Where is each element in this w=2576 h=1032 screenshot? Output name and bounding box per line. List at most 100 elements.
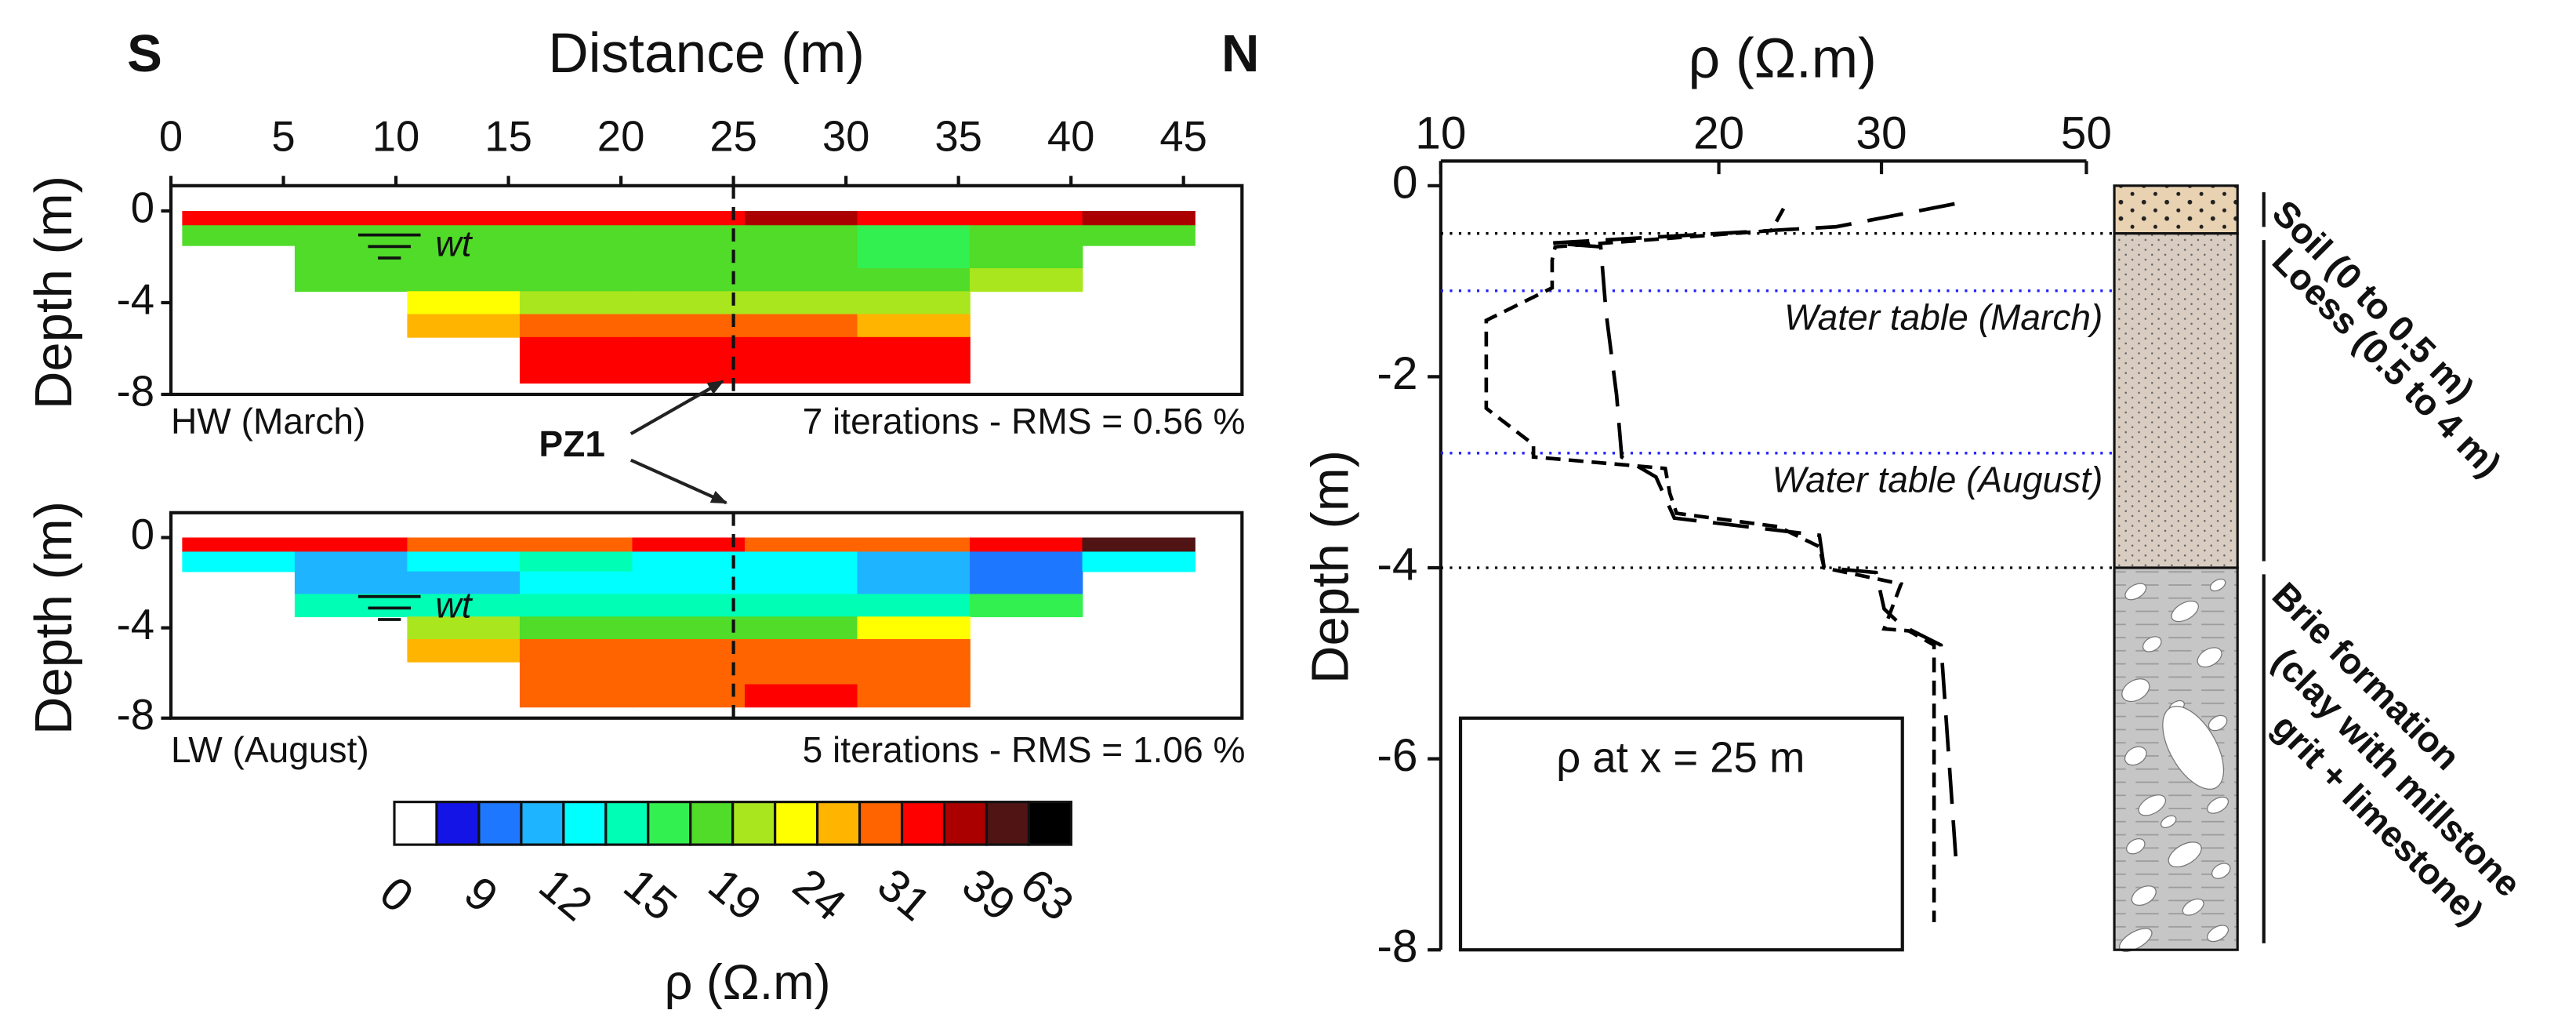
colorbar-label: 15 bbox=[614, 859, 686, 931]
y-tick-label: -4 bbox=[1377, 540, 1417, 590]
cell bbox=[970, 210, 1083, 227]
wt-symbol bbox=[357, 233, 421, 621]
pebble bbox=[2124, 746, 2147, 766]
cell bbox=[519, 336, 633, 361]
cell bbox=[970, 594, 1083, 618]
cell bbox=[519, 571, 633, 595]
y-axis-title: Depth (m) bbox=[24, 501, 83, 735]
cell bbox=[519, 314, 633, 338]
cell bbox=[519, 225, 633, 246]
x-tick-label: 35 bbox=[934, 113, 982, 161]
panel-label: LW (August) bbox=[171, 729, 369, 770]
pebble bbox=[2197, 647, 2222, 668]
y-tick-label: -2 bbox=[1377, 348, 1417, 399]
pebble bbox=[2162, 705, 2225, 790]
cell bbox=[407, 551, 521, 572]
cell bbox=[407, 639, 521, 663]
layer-border bbox=[2113, 566, 2239, 951]
layer-texture bbox=[2114, 185, 2238, 234]
colorbar-swatch bbox=[942, 801, 989, 846]
y-tick-label: -8 bbox=[117, 367, 154, 415]
cell bbox=[407, 537, 521, 553]
wt-label: wt bbox=[435, 223, 473, 264]
pebble bbox=[2126, 838, 2146, 855]
colorbar-swatch bbox=[520, 801, 565, 846]
pebble bbox=[2124, 583, 2147, 601]
x-tick-label: 40 bbox=[1047, 113, 1095, 161]
pz1-arrow bbox=[629, 380, 724, 436]
colorbar-swatch bbox=[774, 801, 819, 846]
cell bbox=[1082, 537, 1195, 553]
pz1-label: PZ1 bbox=[539, 423, 605, 464]
cell bbox=[857, 245, 971, 269]
cell bbox=[632, 537, 746, 553]
colorbar-label: 9 bbox=[455, 867, 507, 923]
colorbar-label: 63 bbox=[1011, 859, 1083, 931]
cell bbox=[857, 684, 971, 708]
pebble bbox=[2209, 578, 2226, 592]
panel-label: HW (March) bbox=[171, 401, 365, 442]
cell bbox=[857, 616, 971, 640]
cell bbox=[744, 268, 858, 293]
y-axis-title: Depth (m) bbox=[1301, 450, 1359, 684]
colorbar-swatch bbox=[731, 801, 777, 846]
colorbar-label: 19 bbox=[698, 859, 771, 931]
x-tick-label: 15 bbox=[484, 113, 532, 161]
y-tick-label: -6 bbox=[1377, 730, 1417, 781]
cell bbox=[744, 360, 858, 384]
cell bbox=[519, 210, 633, 227]
cell bbox=[744, 639, 858, 663]
cell bbox=[744, 616, 858, 640]
cell bbox=[519, 291, 633, 315]
pebble bbox=[2168, 841, 2202, 868]
cell bbox=[632, 268, 746, 293]
cell bbox=[407, 245, 521, 269]
pebble bbox=[2121, 678, 2150, 703]
y-tick-label: -8 bbox=[117, 691, 154, 739]
cell bbox=[744, 314, 858, 338]
y-axis-title: Depth (m) bbox=[24, 176, 83, 409]
legend-title: ρ at x = 25 m bbox=[1556, 734, 1805, 782]
cell bbox=[857, 661, 971, 685]
panel-frame bbox=[169, 184, 1244, 397]
cell bbox=[744, 661, 858, 685]
cell bbox=[182, 551, 296, 572]
x-tick-label: 45 bbox=[1159, 113, 1207, 161]
colorbar-swatch bbox=[900, 801, 946, 846]
cell bbox=[407, 268, 521, 293]
colorbar-swatch bbox=[393, 801, 438, 846]
cell bbox=[294, 210, 408, 227]
cell bbox=[519, 268, 633, 293]
cell bbox=[519, 551, 633, 572]
legend-box bbox=[1458, 716, 1904, 952]
cell bbox=[744, 537, 858, 553]
cell bbox=[744, 684, 858, 708]
cell bbox=[857, 571, 971, 595]
panel-info: 7 iterations - RMS = 0.56 % bbox=[803, 401, 1246, 442]
cell bbox=[632, 245, 746, 269]
cell bbox=[744, 594, 858, 618]
colorbar-label: 31 bbox=[868, 859, 940, 931]
cell bbox=[632, 360, 746, 384]
cell bbox=[294, 571, 408, 595]
cell bbox=[970, 537, 1083, 553]
colorbar-swatch bbox=[477, 801, 523, 846]
colorbar-swatch bbox=[604, 801, 650, 846]
reference-label: Water table (August) bbox=[1772, 460, 2103, 500]
cell bbox=[182, 225, 296, 246]
cell bbox=[632, 551, 746, 572]
cell bbox=[857, 268, 971, 293]
colorbar-title: ρ (Ω.m) bbox=[665, 955, 831, 1010]
layer-texture bbox=[2114, 233, 2238, 569]
cell bbox=[632, 314, 746, 338]
north-label: N bbox=[1221, 24, 1259, 83]
x-axis-title: Distance (m) bbox=[548, 23, 865, 85]
cell bbox=[519, 245, 633, 269]
cell bbox=[744, 291, 858, 315]
colorbar-swatch bbox=[647, 801, 692, 846]
pebble bbox=[2182, 898, 2204, 916]
colorbar-label: 0 bbox=[370, 867, 423, 923]
cell bbox=[1082, 551, 1195, 572]
cell bbox=[857, 594, 971, 618]
